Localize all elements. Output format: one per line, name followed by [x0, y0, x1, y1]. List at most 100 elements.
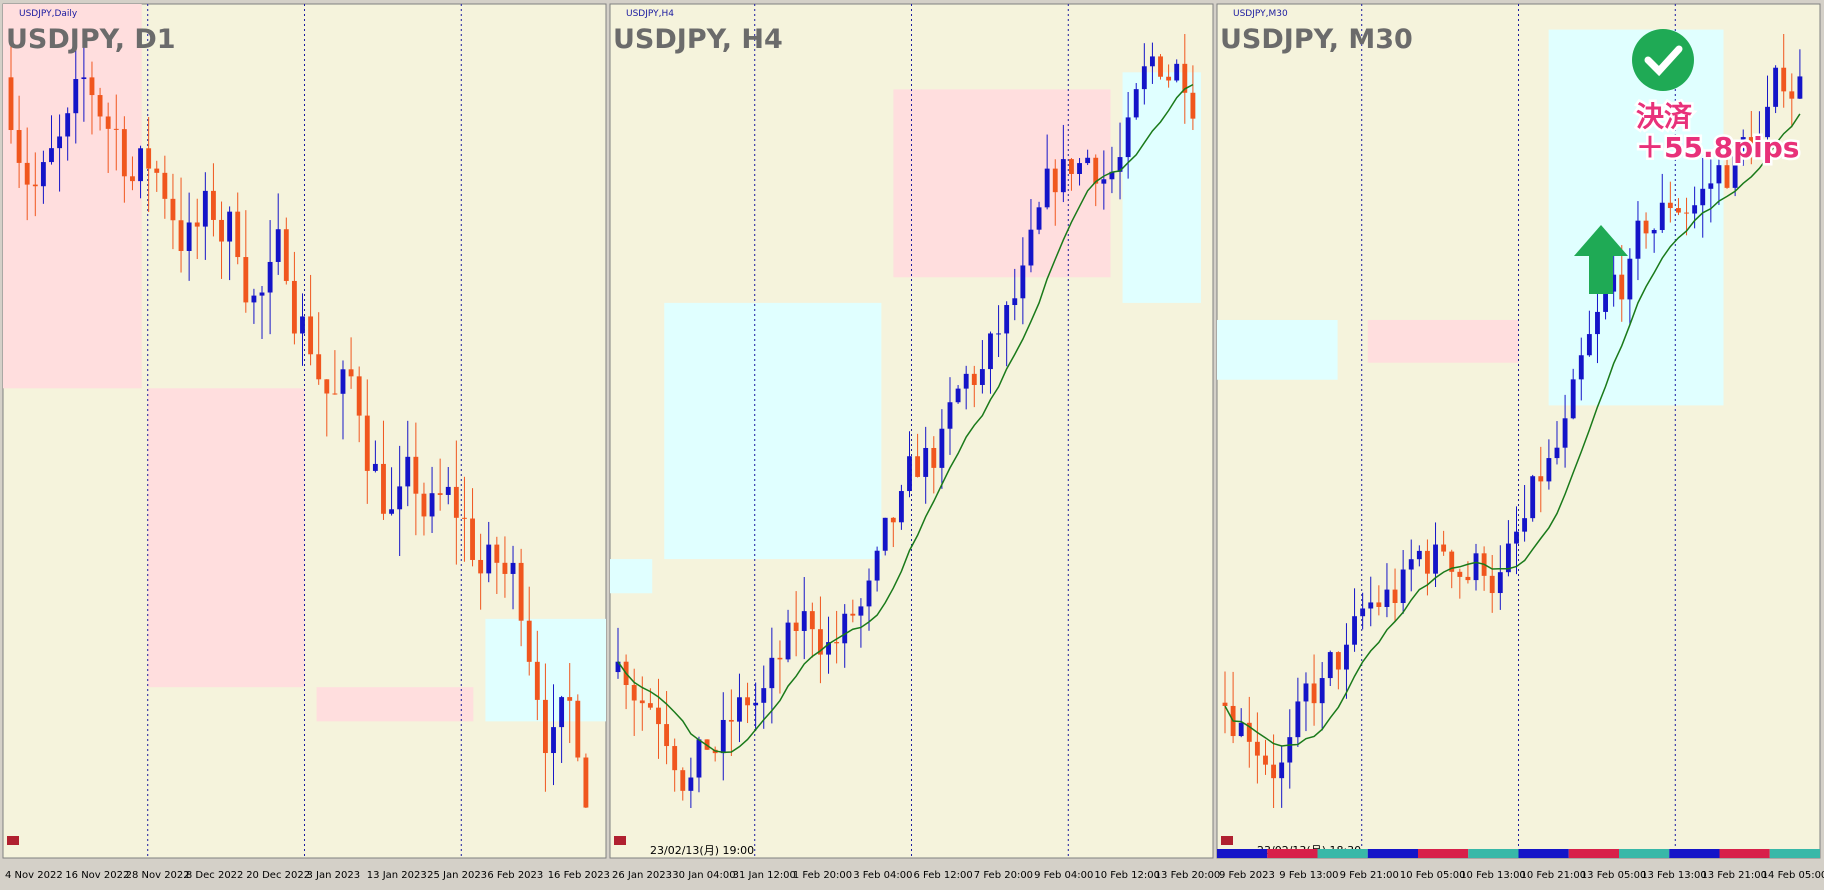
candle-body: [1578, 355, 1584, 380]
candle-body: [1335, 652, 1341, 670]
candle-body: [639, 700, 645, 704]
symbol-label: USDJPY,Daily: [19, 9, 78, 19]
candle-body: [971, 373, 977, 385]
candle-body: [1263, 755, 1268, 765]
candle-body: [470, 518, 475, 560]
candle-body: [769, 657, 775, 689]
candle-body: [348, 369, 354, 377]
candle-body: [1538, 476, 1544, 482]
candle-body: [1392, 589, 1398, 604]
session-bar: [1769, 849, 1820, 858]
x-tick-label: 14 Feb 05:00: [1762, 870, 1824, 881]
candle-body: [1344, 644, 1349, 670]
candle-body: [1352, 616, 1357, 645]
candle-body: [656, 707, 661, 725]
candle-body: [1368, 602, 1374, 609]
candle-body: [178, 220, 184, 252]
candle-body: [356, 376, 362, 416]
candle-body: [688, 777, 694, 791]
candle-body: [510, 562, 516, 574]
candle-body: [1505, 543, 1511, 573]
candle-body: [291, 280, 297, 334]
candle-body: [1101, 179, 1107, 184]
candle-body: [478, 559, 484, 574]
candle-body: [745, 697, 750, 706]
x-tick-label: 9 Feb 04:00: [1034, 870, 1093, 881]
zone: [1367, 319, 1519, 363]
timestamp: 23/02/13(月) 19:00: [650, 844, 754, 857]
x-tick-label: 6 Feb 2023: [487, 870, 543, 881]
candle-body: [1595, 311, 1600, 335]
candle-body: [1433, 544, 1438, 574]
close-button: [7, 836, 19, 845]
candle-body: [1190, 92, 1196, 119]
candle-body: [785, 622, 791, 660]
candle-body: [308, 316, 314, 355]
moving-average: [617, 83, 1194, 754]
candle-body: [858, 606, 864, 616]
candle-body: [1457, 571, 1463, 577]
candle-body: [1060, 159, 1066, 193]
candle-body: [413, 456, 419, 494]
candle-body: [1465, 576, 1471, 581]
candle-body: [761, 688, 767, 703]
candle-body: [1287, 737, 1293, 763]
candle-body: [1740, 137, 1746, 157]
session-bar: [1217, 849, 1268, 858]
candle-body: [567, 697, 573, 701]
candle-body: [1279, 762, 1285, 779]
candle-body: [49, 148, 54, 163]
candle-body: [316, 354, 322, 380]
candle-body: [1773, 67, 1779, 107]
candle-body: [939, 428, 945, 468]
candle-body: [1400, 569, 1406, 604]
candle-body: [421, 493, 427, 517]
candle-body: [130, 176, 135, 182]
x-tick-label: 31 Jan 12:00: [733, 870, 796, 881]
candle-body: [834, 642, 840, 644]
up-arrow: [1574, 225, 1628, 294]
candle-body: [251, 295, 257, 303]
session-bar: [1468, 849, 1519, 858]
candle-body: [1012, 298, 1018, 306]
x-tick-label: 28 Nov 2022: [126, 870, 190, 881]
candle-body: [113, 128, 119, 130]
candle-body: [121, 129, 127, 177]
candle-body: [1254, 741, 1260, 756]
candle-body: [1441, 544, 1447, 552]
candle-body: [996, 333, 1001, 335]
candle-body: [1489, 575, 1495, 594]
candle-body: [1376, 602, 1382, 607]
candle-body: [874, 550, 880, 581]
candle-body: [1319, 678, 1325, 704]
x-tick-label: 10 Feb 12:00: [1094, 870, 1160, 881]
candle-body: [1651, 230, 1657, 234]
candle-body: [227, 211, 233, 242]
candle-body: [955, 388, 961, 403]
x-tick-label: 13 Feb 13:00: [1641, 870, 1707, 881]
candle-body: [1109, 171, 1115, 180]
candle-body: [777, 657, 783, 660]
candle-body: [728, 719, 734, 722]
candle-body: [40, 162, 46, 187]
candle-body: [1586, 334, 1592, 356]
candle-body: [737, 697, 742, 722]
candle-body: [332, 393, 338, 395]
candle-body: [243, 257, 249, 303]
session-bar: [1719, 849, 1770, 858]
candle-body: [907, 456, 912, 492]
candle-body: [1619, 274, 1625, 300]
candle-body: [1781, 67, 1787, 92]
candle-body: [283, 229, 289, 281]
candle-body: [988, 333, 993, 370]
candle-body: [753, 702, 759, 706]
candle-body: [1069, 159, 1074, 174]
moving-average: [1224, 113, 1801, 747]
candle-body: [437, 493, 443, 495]
candle-body: [364, 415, 370, 471]
candle-body: [647, 703, 653, 708]
candle-body: [267, 261, 273, 293]
candle-body: [1522, 518, 1528, 532]
zone: [664, 302, 882, 560]
